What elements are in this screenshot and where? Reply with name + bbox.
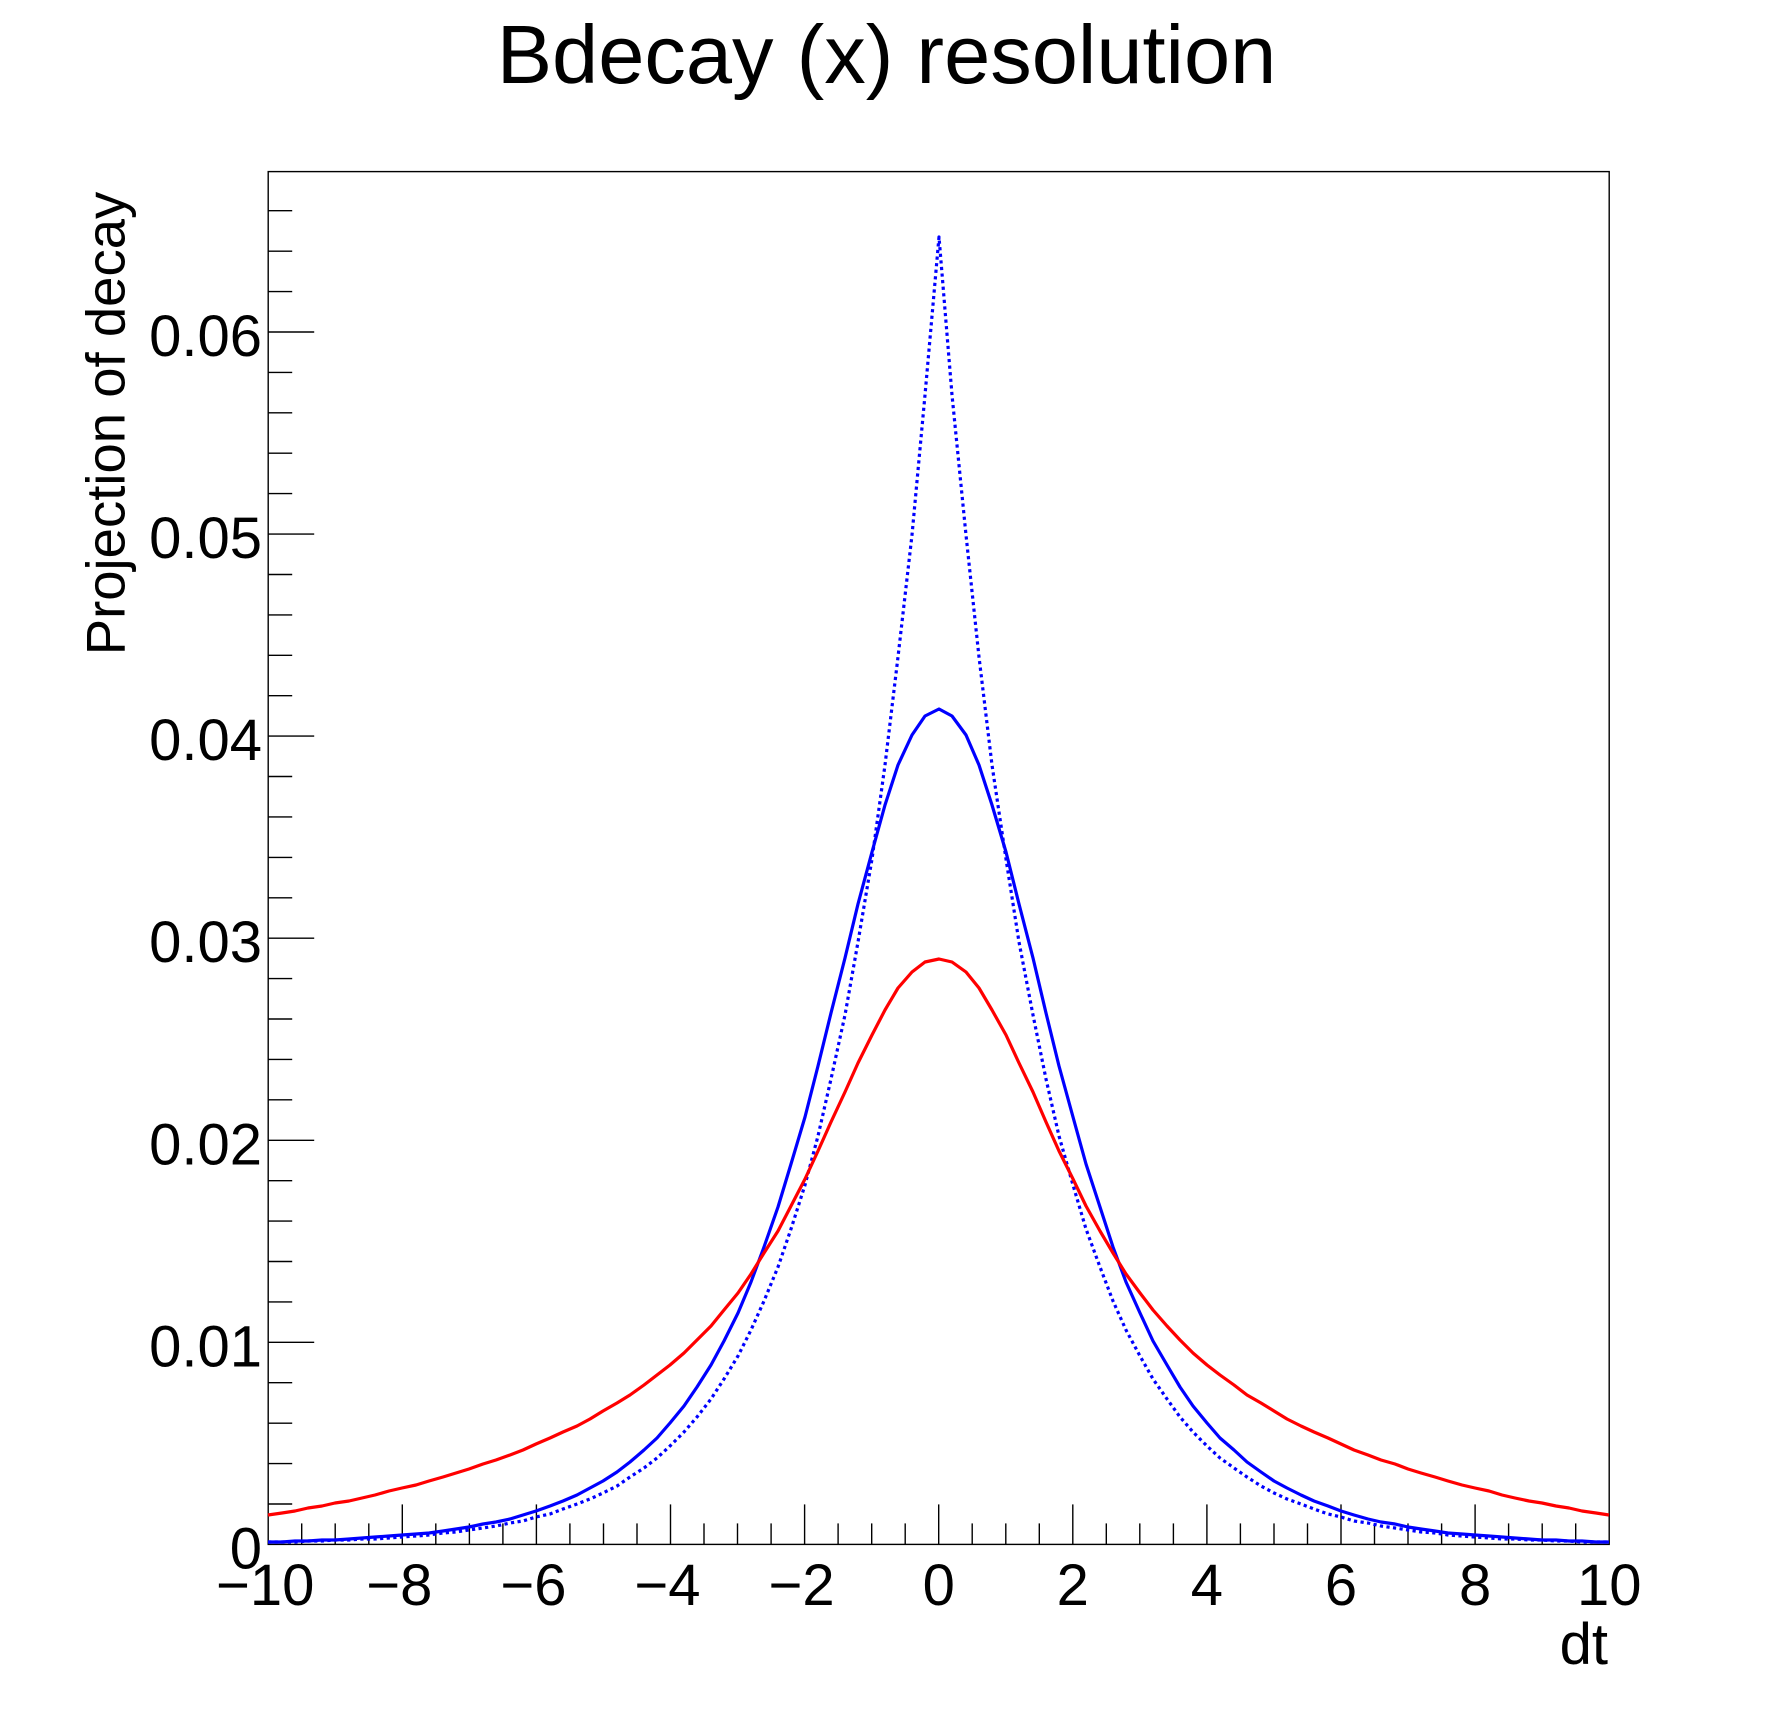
svg-text:2: 2 [1057,1553,1089,1618]
svg-text:6: 6 [1325,1553,1357,1618]
svg-text:−8: −8 [366,1553,432,1618]
svg-text:0.06: 0.06 [149,304,262,369]
svg-text:−2: −2 [769,1553,835,1618]
svg-text:0: 0 [923,1553,955,1618]
svg-text:Bdecay (x) resolution: Bdecay (x) resolution [497,8,1277,101]
svg-text:0.02: 0.02 [149,1112,262,1177]
svg-text:4: 4 [1191,1553,1223,1618]
svg-text:−10: −10 [216,1553,314,1618]
svg-text:−4: −4 [634,1553,700,1618]
svg-text:−6: −6 [500,1553,566,1618]
svg-text:0.01: 0.01 [149,1314,262,1379]
svg-text:Projection of decay: Projection of decay [76,191,137,655]
svg-text:dt: dt [1560,1612,1608,1677]
svg-text:10: 10 [1577,1553,1642,1618]
svg-text:0.03: 0.03 [149,910,262,975]
svg-text:0: 0 [230,1516,262,1581]
svg-text:0.05: 0.05 [149,506,262,571]
svg-text:8: 8 [1459,1553,1491,1618]
svg-text:0.04: 0.04 [149,708,262,773]
